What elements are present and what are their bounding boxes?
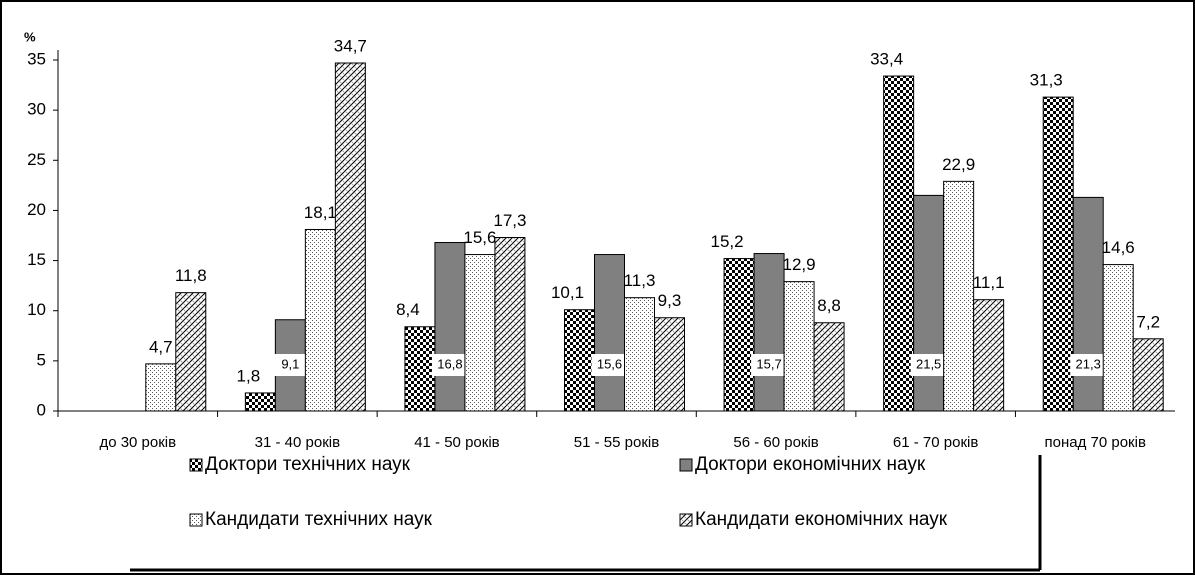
x-tick-label: до 30 років	[99, 434, 176, 451]
y-tick-label: 35	[27, 49, 46, 68]
data-label: 11,1	[973, 273, 1005, 292]
data-label: 8,8	[817, 296, 841, 315]
bar	[913, 194, 945, 412]
data-label: 1,8	[237, 366, 261, 385]
data-label: 9,1	[281, 356, 299, 371]
legend-swatch	[189, 458, 203, 472]
y-tick-label: 30	[27, 100, 46, 119]
data-label: 21,5	[916, 356, 941, 371]
legend-swatch	[189, 513, 203, 527]
label-box	[910, 354, 947, 376]
bar	[723, 258, 755, 412]
label-box	[272, 354, 309, 376]
data-label: 31,3	[1030, 71, 1063, 90]
bar	[783, 281, 815, 412]
label-box	[751, 354, 788, 376]
bar	[564, 309, 595, 412]
data-label: 34,7	[334, 36, 367, 55]
legend-label: Кандидати економічних наук	[695, 509, 948, 530]
bar	[175, 292, 207, 412]
data-label: 21,3	[1076, 356, 1101, 371]
label-box	[431, 354, 468, 376]
x-tick-label: 51 - 55 років	[574, 434, 659, 451]
bar	[654, 317, 685, 412]
bar	[145, 363, 177, 412]
data-label: 18,1	[304, 203, 337, 222]
x-tick-label: 31 - 40 років	[255, 434, 340, 451]
y-tick-label: 10	[27, 300, 46, 319]
data-label: 33,4	[870, 50, 903, 69]
legend-label: Кандидати технічних наук	[205, 509, 433, 530]
bar	[244, 392, 276, 412]
bar	[304, 228, 336, 412]
bar	[404, 326, 436, 412]
data-label: 16,8	[437, 356, 462, 371]
legend-swatch	[679, 458, 693, 472]
bar	[334, 62, 366, 412]
legend-label: Доктори технічних наук	[205, 454, 411, 475]
bar	[624, 297, 655, 412]
label-box	[591, 354, 628, 376]
data-label: 15,6	[463, 228, 496, 247]
data-label: 15,6	[597, 356, 622, 371]
label-box	[1070, 354, 1107, 376]
bar	[1042, 96, 1074, 412]
data-label: 11,8	[175, 266, 207, 285]
data-label: 8,4	[396, 300, 420, 319]
y-tick-label: 15	[27, 250, 46, 269]
legend-swatch	[679, 513, 693, 527]
bar	[464, 254, 496, 412]
x-tick-label: 56 - 60 років	[733, 434, 818, 451]
data-label: 15,2	[711, 232, 744, 251]
bar	[594, 254, 625, 412]
x-tick-label: 41 - 50 років	[414, 434, 499, 451]
x-tick-label: 61 - 70 років	[893, 434, 978, 451]
data-label: 12,9	[783, 255, 816, 274]
legend-label: Доктори економічних наук	[695, 454, 926, 475]
bar	[1072, 196, 1104, 412]
y-tick-label: 5	[37, 350, 46, 369]
y-tick-label: 0	[37, 400, 46, 419]
data-label: 7,2	[1136, 312, 1160, 331]
data-label: 17,3	[493, 211, 526, 230]
y-tick-label: 20	[27, 200, 46, 219]
bar	[883, 75, 915, 412]
data-label: 11,3	[624, 271, 656, 290]
bar	[943, 180, 975, 412]
bar	[973, 299, 1005, 412]
x-tick-label: понад 70 років	[1045, 434, 1146, 451]
bar	[813, 322, 845, 412]
data-label: 9,3	[658, 291, 682, 310]
data-label: 10,1	[551, 283, 584, 302]
bar	[434, 242, 466, 412]
bar	[753, 253, 785, 412]
data-label: 15,7	[756, 356, 781, 371]
data-label: 4,7	[149, 337, 173, 356]
bar	[1132, 338, 1164, 412]
data-label: 14,6	[1102, 238, 1135, 257]
y-tick-label: 25	[27, 150, 46, 169]
bar	[1102, 264, 1134, 412]
y-axis-label: %	[24, 29, 36, 44]
bar	[494, 237, 526, 412]
data-label: 22,9	[942, 155, 975, 174]
